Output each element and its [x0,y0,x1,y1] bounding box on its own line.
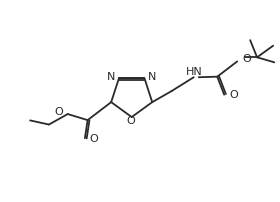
Text: O: O [54,107,63,117]
Text: O: O [90,135,99,144]
Text: N: N [148,72,156,82]
Text: O: O [242,54,251,64]
Text: O: O [126,116,135,126]
Text: O: O [229,90,238,100]
Text: N: N [107,72,116,82]
Text: HN: HN [186,67,202,77]
